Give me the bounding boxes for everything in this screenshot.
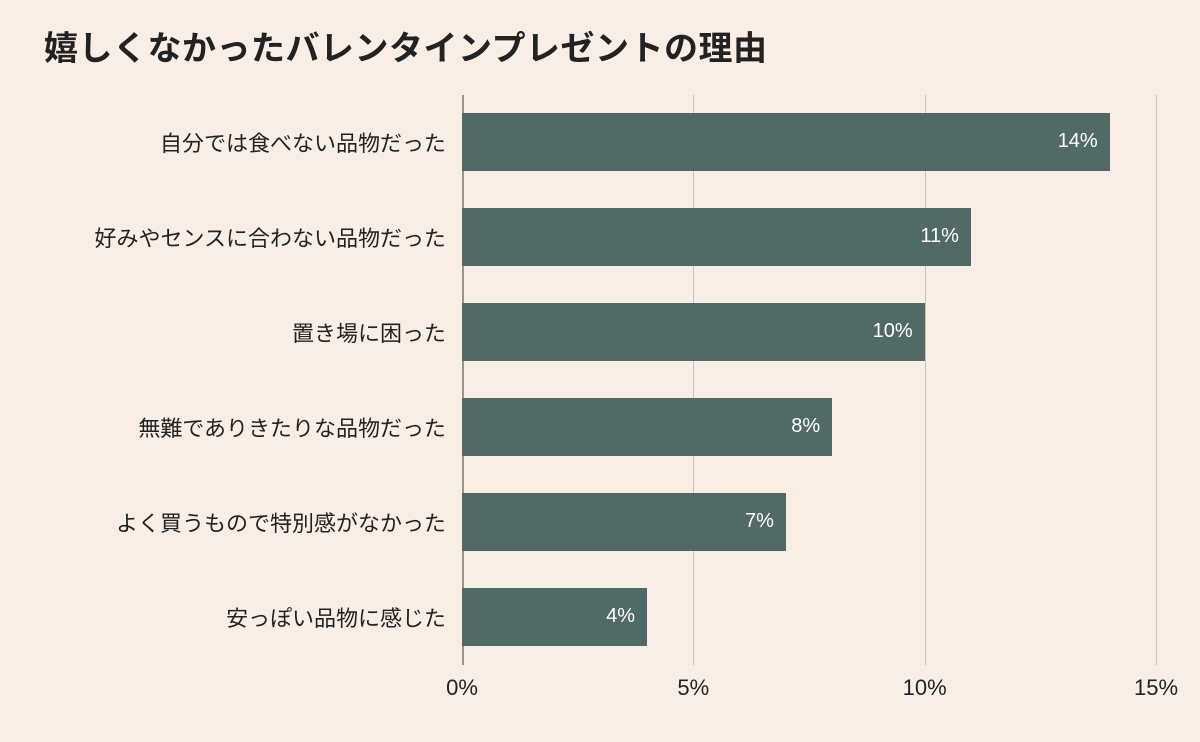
plot-area: 自分では食べない品物だった 好みやセンスに合わない品物だった 置き場に困った 無… — [44, 95, 1156, 723]
gridline — [1156, 95, 1157, 665]
bar-row: 10% — [462, 285, 1156, 380]
bar-row: 8% — [462, 380, 1156, 475]
bar-value-label: 14% — [1058, 130, 1098, 153]
bar-value-label: 4% — [606, 605, 635, 628]
x-axis-tick-label: 5% — [677, 675, 709, 701]
y-axis-label: よく買うもので特別感がなかった — [44, 475, 462, 570]
bar: 14% — [462, 113, 1110, 172]
chart-container: 嬉しくなかったバレンタインプレゼントの理由 自分では食べない品物だった 好みやセ… — [0, 0, 1200, 742]
bar-value-label: 8% — [791, 415, 820, 438]
y-axis-label: 自分では食べない品物だった — [44, 95, 462, 190]
bars-area: 14% 11% 10% 8% — [462, 95, 1156, 665]
x-axis-tick-label: 10% — [903, 675, 947, 701]
chart-title: 嬉しくなかったバレンタインプレゼントの理由 — [44, 28, 1156, 71]
y-axis-labels: 自分では食べない品物だった 好みやセンスに合わない品物だった 置き場に困った 無… — [44, 95, 462, 665]
bars-column: 14% 11% 10% 8% — [462, 95, 1156, 665]
bar: 7% — [462, 493, 786, 552]
y-axis-label: 安っぽい品物に感じた — [44, 570, 462, 665]
bar: 10% — [462, 303, 925, 362]
x-axis-tick-label: 15% — [1134, 675, 1178, 701]
bar-row: 14% — [462, 95, 1156, 190]
bar-value-label: 11% — [920, 225, 959, 248]
bar-value-label: 7% — [745, 510, 774, 533]
x-axis: 0% 5% 10% 15% — [462, 665, 1156, 723]
bar-row: 4% — [462, 570, 1156, 665]
x-axis-tick-label: 0% — [446, 675, 478, 701]
bar-row: 11% — [462, 190, 1156, 285]
bar-value-label: 10% — [873, 320, 913, 343]
bar: 4% — [462, 588, 647, 647]
y-axis-label: 無難でありきたりな品物だった — [44, 380, 462, 475]
bar: 8% — [462, 398, 832, 457]
y-axis-label: 好みやセンスに合わない品物だった — [44, 190, 462, 285]
bar: 11% — [462, 208, 971, 267]
y-axis-label: 置き場に困った — [44, 285, 462, 380]
bar-row: 7% — [462, 475, 1156, 570]
